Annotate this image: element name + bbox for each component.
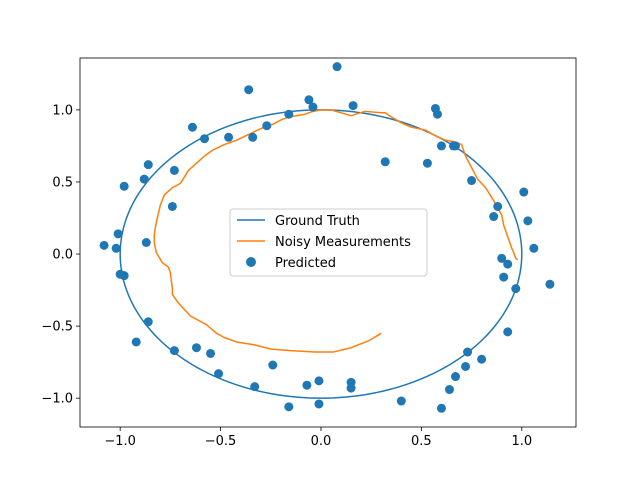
predicted-point	[545, 279, 555, 289]
predicted-point	[422, 158, 432, 168]
predicted-point	[167, 201, 177, 211]
predicted-point	[499, 272, 509, 282]
predicted-point	[529, 243, 539, 253]
predicted-point	[436, 141, 446, 151]
x-tick-label: −1.0	[104, 434, 136, 449]
x-axis: −1.0 −0.5 0.0 0.5 1.0	[104, 427, 532, 449]
predicted-point	[511, 284, 521, 294]
x-tick-label: 0.5	[411, 434, 432, 449]
legend-label-noisy-measurements: Noisy Measurements	[275, 235, 411, 250]
predicted-point	[248, 132, 258, 142]
x-tick-label: 0.0	[311, 434, 332, 449]
predicted-point	[139, 174, 149, 184]
predicted-point	[308, 102, 318, 112]
legend-label-predicted: Predicted	[275, 256, 336, 271]
predicted-point	[284, 402, 294, 412]
x-tick-label: −0.5	[205, 434, 237, 449]
predicted-point	[314, 376, 324, 386]
predicted-point	[346, 383, 356, 393]
predicted-point	[451, 141, 461, 151]
predicted-point	[143, 317, 153, 327]
predicted-point	[169, 165, 179, 175]
predicted-point	[304, 95, 314, 105]
x-tick-label: 1.0	[511, 434, 532, 449]
predicted-point	[115, 269, 125, 279]
legend-label-ground-truth: Ground Truth	[275, 214, 360, 229]
predicted-point	[463, 347, 473, 357]
predicted-point	[461, 361, 471, 371]
predicted-point	[191, 343, 201, 353]
predicted-point	[451, 372, 461, 382]
predicted-point	[250, 382, 260, 392]
predicted-point	[348, 101, 358, 111]
axes-frame	[79, 57, 577, 428]
predicted-point	[244, 85, 254, 95]
y-tick-label: 1.0	[52, 103, 73, 118]
predicted-point	[113, 229, 123, 239]
plot-area: −1.0 −0.5 0.0 0.5 1.0 −1.0 −0.5 0.0 0.5 1.0	[41, 57, 577, 449]
predicted-point	[302, 380, 312, 390]
legend-box	[229, 208, 428, 277]
predicted-point	[119, 181, 129, 191]
predicted-point	[262, 121, 272, 131]
predicted-point	[224, 132, 234, 142]
predicted-point	[519, 187, 529, 197]
predicted-point	[380, 157, 390, 167]
predicted-point	[503, 327, 513, 337]
predicted-point	[141, 238, 151, 247]
predicted-point	[187, 122, 197, 132]
predicted-point	[477, 354, 487, 364]
predicted-point	[523, 216, 533, 226]
predicted-point	[436, 403, 446, 413]
predicted-point	[396, 396, 406, 406]
y-tick-label: 0.5	[52, 175, 73, 190]
predicted-point	[314, 399, 324, 409]
predicted-point	[497, 253, 507, 263]
predicted-point	[206, 348, 216, 358]
legend-swatch-predicted	[246, 257, 256, 267]
predicted-point	[131, 337, 141, 347]
predicted-point	[493, 201, 503, 211]
predicted-point	[489, 212, 499, 222]
legend: Ground Truth Noisy Measurements Predicte…	[229, 208, 428, 277]
predicted-point	[99, 240, 109, 250]
y-axis: −1.0 −0.5 0.0 0.5 1.0	[41, 103, 80, 407]
predicted-point	[284, 109, 294, 119]
y-tick-label: −0.5	[41, 320, 73, 335]
predicted-point	[444, 385, 454, 395]
noisy-measurements-line	[153, 109, 519, 353]
predicted-point	[111, 243, 121, 253]
y-tick-label: 0.0	[52, 248, 73, 263]
predicted-point	[200, 134, 209, 144]
predicted-point	[503, 259, 513, 269]
y-tick-label: −1.0	[41, 392, 73, 407]
predicted-point	[432, 109, 442, 119]
series-layer	[99, 62, 555, 413]
predicted-point	[332, 62, 342, 72]
predicted-point	[268, 360, 278, 370]
predicted-point	[214, 369, 224, 379]
predicted-point	[169, 346, 179, 356]
predicted-point	[143, 160, 153, 170]
predicted-point	[467, 176, 477, 186]
